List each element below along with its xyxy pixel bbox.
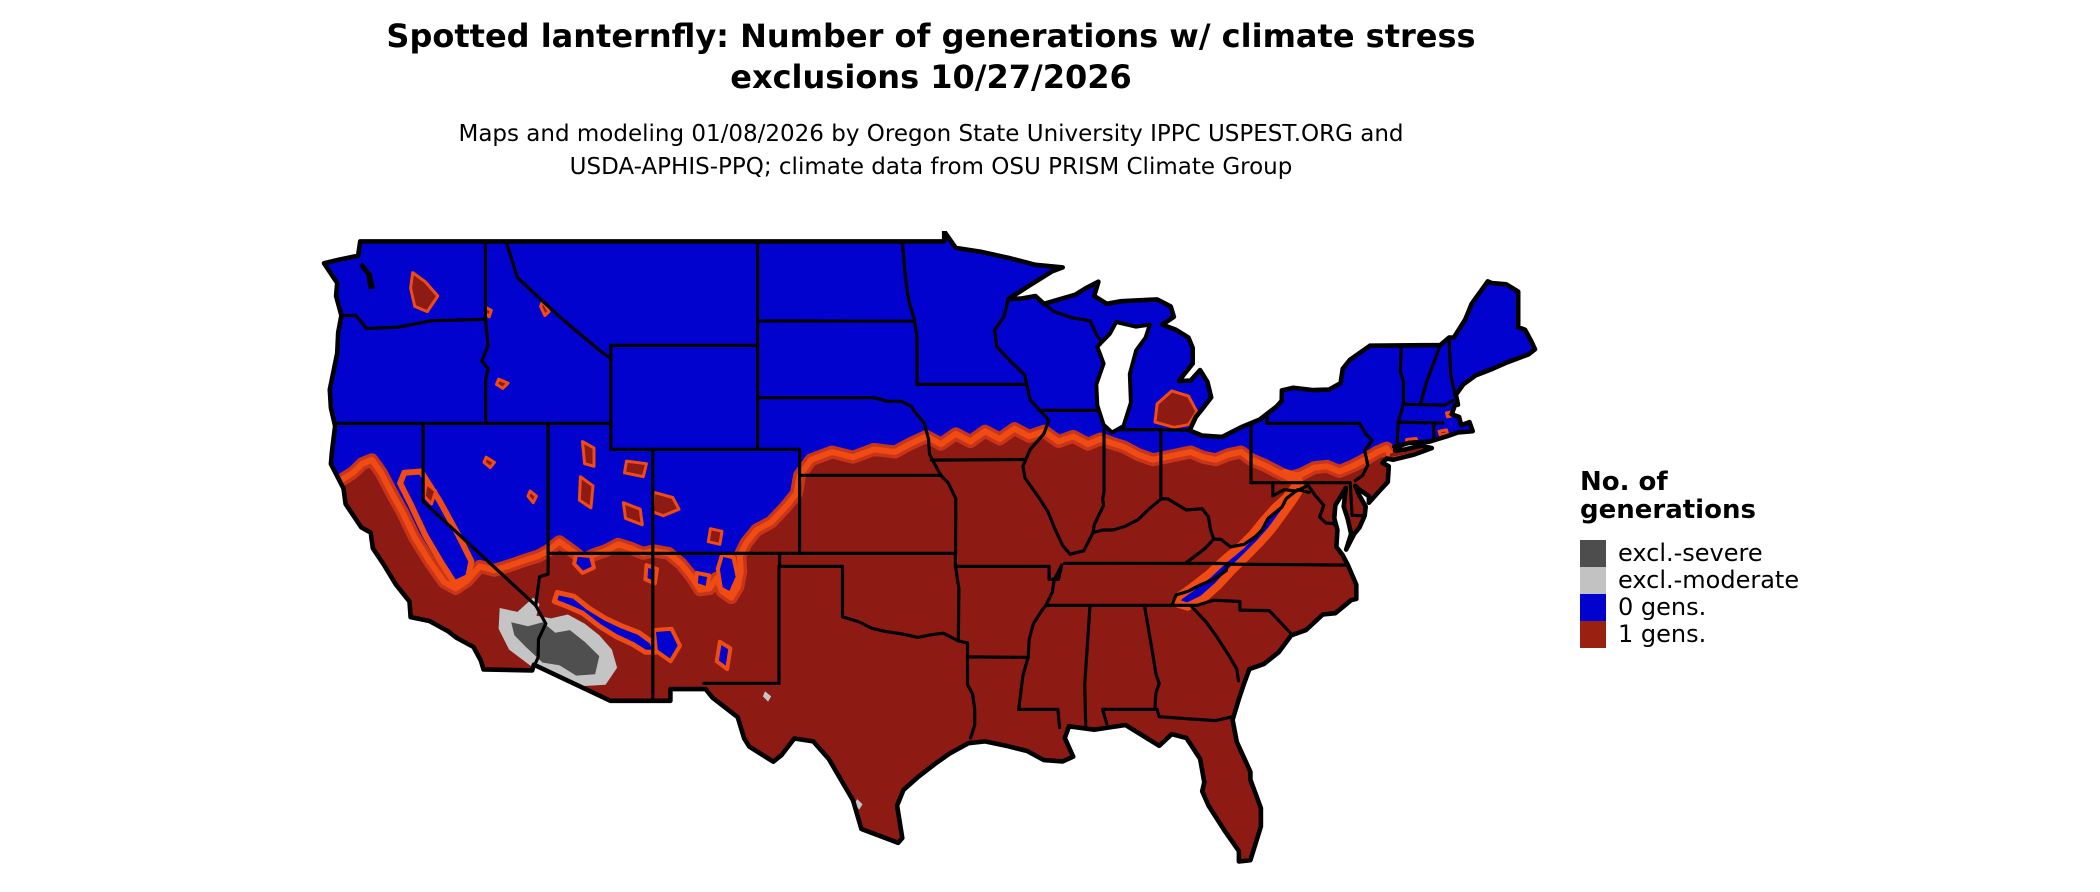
us-generations-map — [312, 231, 1542, 881]
map-title-line2: exclusions 10/27/2026 — [730, 58, 1132, 96]
puget-sound — [359, 262, 375, 290]
legend-item-one-gen: 1 gens. — [1580, 621, 1880, 648]
map-conus-outline — [321, 231, 1538, 864]
map-fill-layer — [324, 231, 1535, 862]
legend: No. of generations excl.-severe excl.-mo… — [1580, 468, 1880, 648]
legend-title-line2: generations — [1580, 495, 1756, 525]
lake-michigan — [1094, 320, 1152, 435]
map-attribution-line1: Maps and modeling 01/08/2026 by Oregon S… — [458, 121, 1404, 147]
legend-rows: excl.-severe excl.-moderate 0 gens. 1 ge… — [1580, 540, 1880, 648]
legend-swatch-excl-moderate — [1580, 567, 1606, 594]
map-red-valley-overlays — [409, 271, 1455, 546]
conus-map-svg — [321, 231, 1538, 864]
legend-label-excl-severe: excl.-severe — [1618, 539, 1763, 567]
legend-swatch-one-gen — [1580, 621, 1606, 648]
map-blue-mountain-overlays — [397, 468, 1305, 672]
legend-label-excl-moderate: excl.-moderate — [1618, 566, 1800, 594]
legend-item-excl-moderate: excl.-moderate — [1580, 567, 1880, 594]
legend-title-line1: No. of — [1580, 467, 1668, 497]
map-exclusion-layer — [498, 597, 863, 810]
map-attribution: Maps and modeling 01/08/2026 by Oregon S… — [0, 118, 1862, 184]
map-title-line1: Spotted lanternfly: Number of generation… — [386, 17, 1476, 55]
map-state-borders — [333, 239, 1457, 740]
legend-swatch-excl-severe — [1580, 540, 1606, 567]
legend-swatch-zero-gens — [1580, 594, 1606, 621]
legend-item-excl-severe: excl.-severe — [1580, 540, 1880, 567]
legend-title: No. of generations — [1580, 468, 1880, 524]
legend-label-zero-gens: 0 gens. — [1618, 593, 1707, 621]
legend-label-one-gen: 1 gens. — [1618, 620, 1707, 648]
map-title: Spotted lanternfly: Number of generation… — [0, 16, 1862, 98]
map-attribution-line2: USDA-APHIS-PPQ; climate data from OSU PR… — [569, 154, 1293, 180]
legend-item-zero-gens: 0 gens. — [1580, 594, 1880, 621]
